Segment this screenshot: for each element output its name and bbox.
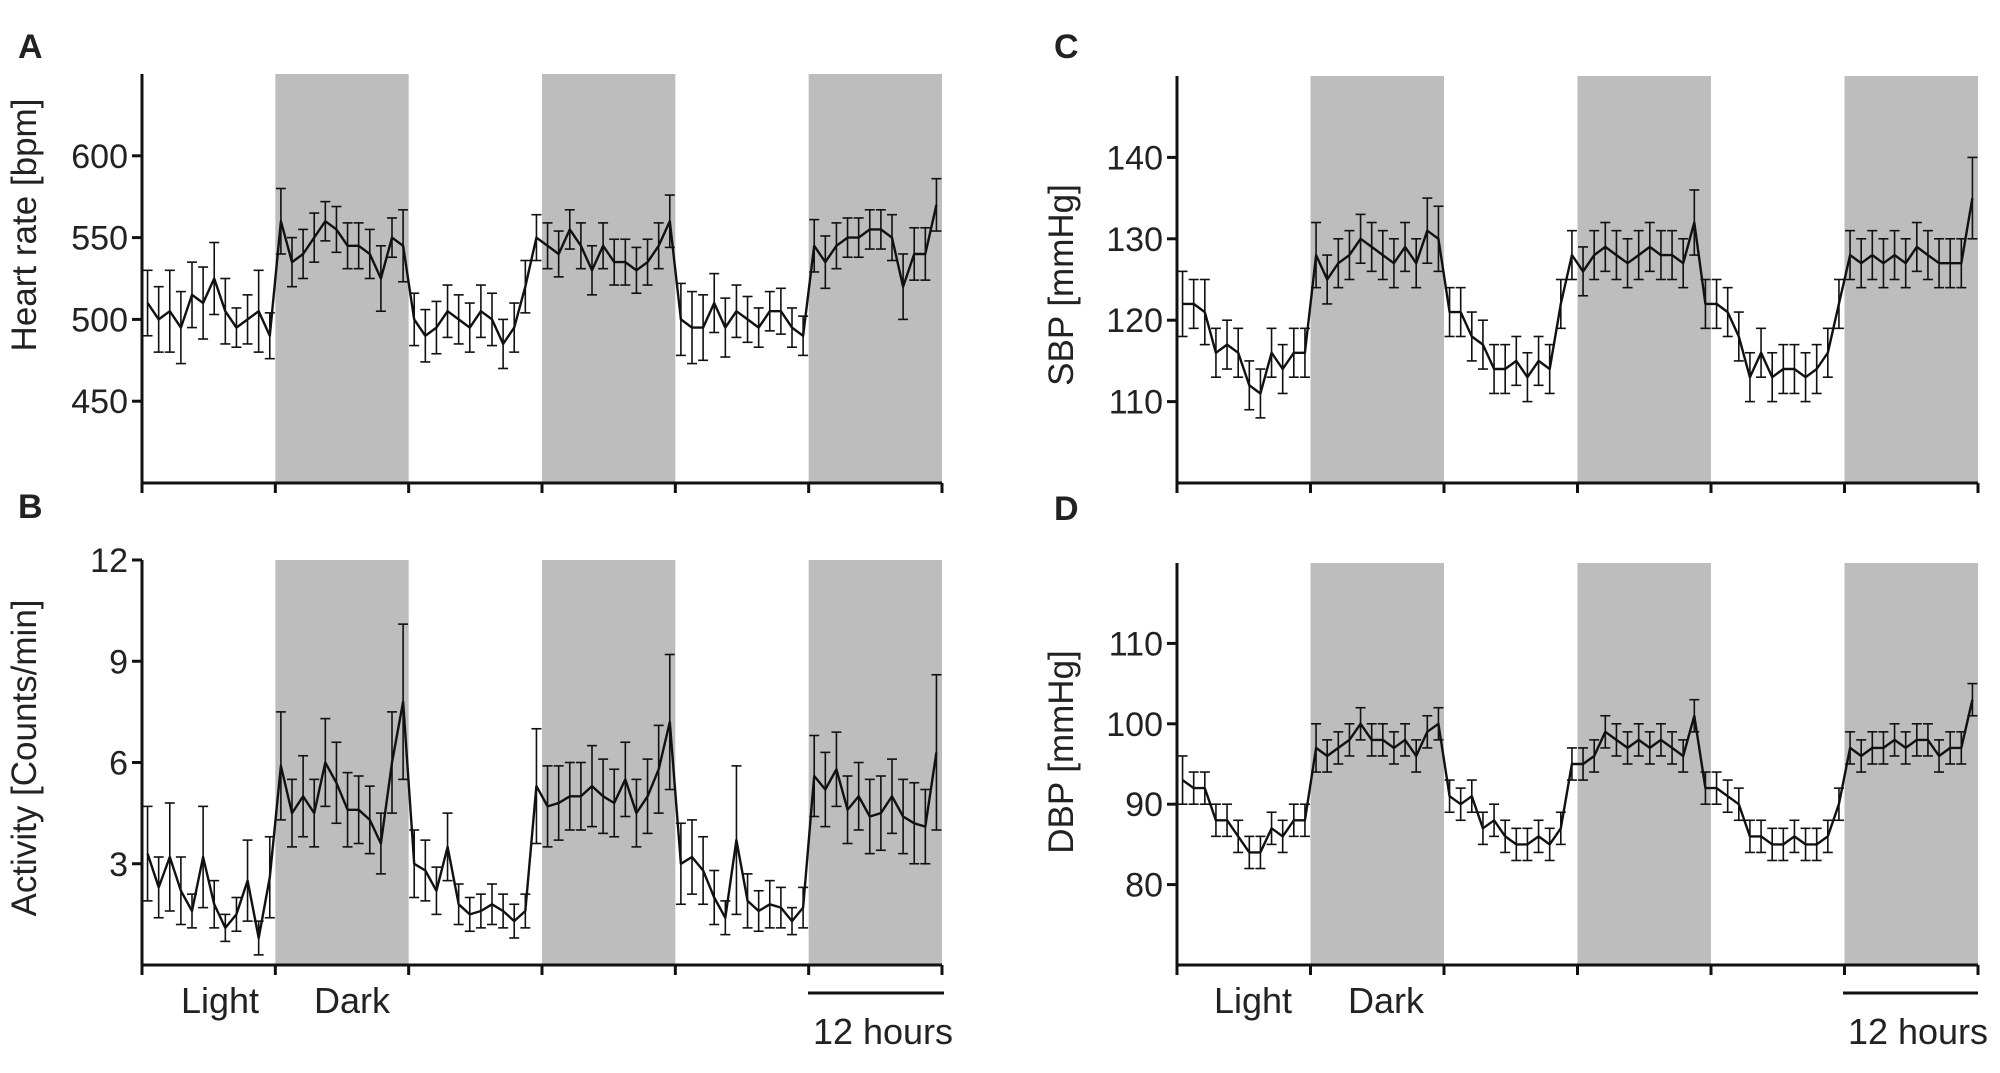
y-axis-label: SBP [mmHg] xyxy=(1042,184,1081,386)
y-axis-ticks: 110 120 130 140 xyxy=(1106,139,1980,493)
dark-period-band xyxy=(275,74,409,483)
dark-period-band xyxy=(1844,563,1978,965)
series-line-sbp xyxy=(1182,197,1974,395)
panel-letter: C xyxy=(1054,28,1079,66)
series-line xyxy=(1181,699,1974,854)
panel-b-activity: B 3 6 9 12 Activity [Counts/min] Light Dark… xyxy=(5,488,953,1052)
y-axis-label: Activity [Counts/min] xyxy=(5,599,44,916)
y-tick-label: 80 xyxy=(1125,867,1163,905)
panel-a-heart-rate: A 450 500 550 600 Heart rate [bpm] xyxy=(5,28,944,493)
y-tick-label: 140 xyxy=(1106,139,1163,177)
y-axis-ticks: 80 90 100 110 xyxy=(1106,625,1980,975)
panel-c-sbp: C 110 120 130 140 SBP [mmHg] xyxy=(1042,28,1980,493)
dark-period-band xyxy=(1844,76,1978,483)
scale-label: 12 hours xyxy=(813,1011,953,1052)
dark-period-bands xyxy=(1310,563,1978,965)
y-tick-label: 6 xyxy=(109,745,128,783)
dark-period-bands xyxy=(275,560,942,965)
dark-period-band xyxy=(1577,563,1711,965)
y-tick-label: 12 xyxy=(90,542,128,580)
series-line xyxy=(146,204,938,346)
dark-period-band xyxy=(1577,76,1711,483)
dark-period-band xyxy=(542,560,676,965)
dark-period-band xyxy=(1310,563,1444,965)
axes xyxy=(1175,563,1978,967)
dark-period-band xyxy=(1310,76,1444,483)
y-tick-label: 130 xyxy=(1106,221,1163,259)
axes xyxy=(140,560,942,967)
series-line xyxy=(1182,197,1974,395)
panel-letter: B xyxy=(18,488,43,526)
dark-period-bands xyxy=(1310,76,1978,483)
y-tick-label: 550 xyxy=(71,220,128,258)
series-line xyxy=(146,700,938,940)
error-bar xyxy=(931,673,942,831)
y-tick-label: 90 xyxy=(1125,786,1163,824)
dark-period-band xyxy=(808,560,942,965)
dark-label: Dark xyxy=(314,980,391,1021)
y-tick-label: 110 xyxy=(1109,625,1163,663)
light-label: Light xyxy=(181,980,259,1021)
panel-letter: D xyxy=(1054,490,1079,528)
error-bar xyxy=(1177,270,1188,338)
dark-period-bands xyxy=(275,74,942,483)
axes xyxy=(140,74,942,485)
y-axis-ticks: 3 6 9 12 xyxy=(90,542,944,975)
y-tick-label: 500 xyxy=(71,301,128,339)
y-tick-label: 3 xyxy=(109,846,128,884)
y-axis-label: Heart rate [bpm] xyxy=(5,99,44,352)
dark-period-band xyxy=(275,560,409,965)
dark-label: Dark xyxy=(1348,980,1425,1021)
error-bar xyxy=(931,177,942,232)
y-tick-label: 110 xyxy=(1109,384,1163,422)
y-tick-label: 450 xyxy=(71,383,128,421)
panel-letter: A xyxy=(18,28,43,66)
y-tick-label: 600 xyxy=(71,138,128,176)
y-tick-label: 100 xyxy=(1106,706,1163,744)
dark-period-band xyxy=(542,74,676,483)
y-axis-label: DBP [mmHg] xyxy=(1042,650,1081,854)
series-line-dbp xyxy=(1181,699,1974,854)
scale-label: 12 hours xyxy=(1848,1011,1988,1052)
y-tick-label: 120 xyxy=(1106,302,1163,340)
series-line-activity xyxy=(146,700,938,940)
y-axis-ticks: 450 500 550 600 xyxy=(71,138,944,493)
dark-period-band xyxy=(808,74,942,483)
error-bar xyxy=(1177,755,1188,806)
axes xyxy=(1175,76,1978,485)
series-line-heart-rate xyxy=(146,204,938,346)
error-bar xyxy=(1967,156,1978,240)
light-label: Light xyxy=(1214,980,1292,1021)
y-tick-label: 9 xyxy=(109,643,128,681)
panel-d-dbp: D 80 90 100 110 DBP [mmHg] Light Dark 12 ho… xyxy=(1042,490,1988,1052)
